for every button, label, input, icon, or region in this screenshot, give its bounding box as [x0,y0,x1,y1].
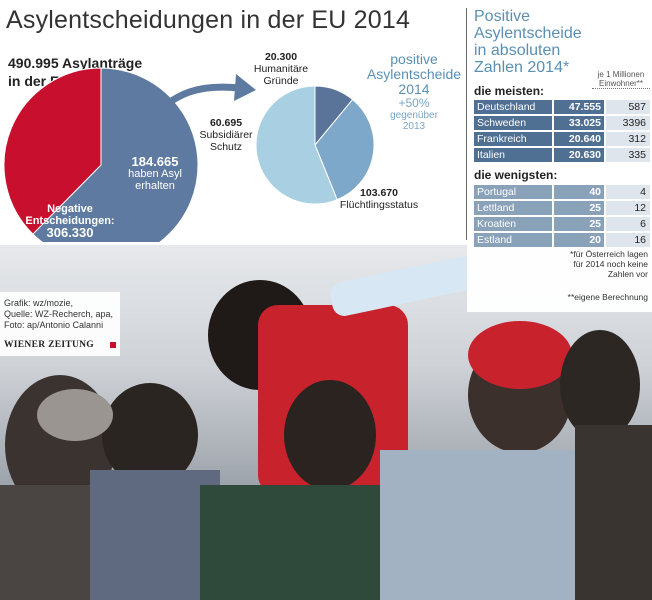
table-row: Estland 20 16 [474,233,650,247]
value-cell: 25 [554,201,604,215]
per-million-cell: 16 [606,233,650,247]
table-row: Lettland 25 12 [474,201,650,215]
country-cell: Deutschland [474,100,552,114]
per-million-header: je 1 Millionen Einwohner** [592,70,650,89]
country-cell: Kroatien [474,217,552,231]
credit-line-2: Quelle: WZ-Recherch, apa, [4,309,114,319]
refugee-value: 103.670 [360,187,398,199]
table-title: Positive Asylentscheide in absoluten Zah… [474,8,582,76]
asylum-granted-text-1: haben Asyl [128,168,182,180]
per-million-cell: 335 [606,148,650,162]
pie-slice-refugee [255,85,338,205]
footnote-1c: Zahlen vor [607,269,648,279]
value-cell: 40 [554,185,604,199]
arrow-head-icon [234,74,256,101]
per-million-header-1: je 1 Millionen [597,70,645,79]
subsidiary-label: 60.695 Subsidiärer Schutz [196,117,256,153]
divider [466,8,467,240]
pie-slice-subsidiary [314,98,375,201]
table-row: Italien 20.630 335 [474,148,650,162]
value-cell: 20 [554,233,604,247]
value-cell: 20.640 [554,132,604,146]
table-row: Schweden 33.025 3396 [474,116,650,130]
positive-note-pct: +50% [398,96,430,110]
per-million-cell: 3396 [606,116,650,130]
value-cell: 33.025 [554,116,604,130]
table-title-2: Asylentscheide [474,25,582,42]
country-cell: Schweden [474,116,552,130]
negative-text-2: Entscheidungen: [25,215,115,227]
subsidiary-value: 60.695 [209,117,243,129]
positive-note-line-5: 2013 [402,121,426,132]
footnote-2: **eigene Berechnung [567,292,648,302]
country-cell: Italien [474,148,552,162]
footnote-1b: für 2014 noch keine [573,259,648,269]
table-title-4: Zahlen 2014* [474,59,570,76]
country-cell: Frankreich [474,132,552,146]
asylum-granted-text-2: erhalten [135,180,175,192]
footnote-1a: *für Österreich lagen [570,249,648,259]
total-line-1: 490.995 Asylanträge [8,55,143,71]
positive-note-line-4: gegenüber [390,110,438,121]
section-least: die wenigsten: [474,168,558,182]
pie-slice-negative [3,67,102,235]
brand-square-icon [110,342,116,348]
refugee-label: 103.670 Flüchtlingsstatus [334,187,424,211]
per-million-cell: 4 [606,185,650,199]
connector-arrow [147,83,241,123]
subsidiary-text-1: Subsidiärer [199,129,253,141]
per-million-cell: 312 [606,132,650,146]
value-cell: 20.630 [554,148,604,162]
country-cell: Portugal [474,185,552,199]
country-cell: Lettland [474,201,552,215]
refugee-text: Flüchtlingsstatus [339,199,419,211]
humanitarian-label: 20.300 Humanitäre Gründe [244,51,318,87]
table-row: Frankreich 20.640 312 [474,132,650,146]
per-million-cell: 12 [606,201,650,215]
humanitarian-text-2: Gründe [263,75,299,87]
positive-note: positive Asylentscheide 2014 +50% gegenü… [362,51,466,133]
credits-box [0,292,120,356]
positive-note-line-1: positive [390,51,438,67]
table-row: Portugal 40 4 [474,185,650,199]
asylum-granted-value: 184.665 [131,154,179,169]
page-title: Asylentscheidungen in der EU 2014 [6,6,411,34]
positive-decisions-pie [255,85,375,205]
subsidiary-text-2: Schutz [209,141,243,153]
value-cell: 47.555 [554,100,604,114]
positive-note-line-2: Asylentscheide [366,66,462,82]
negative-value: 306.330 [46,225,94,240]
positive-note-line-3: 2014 [398,81,430,97]
credits: Grafik: wz/mozie, Quelle: WZ-Recherch, a… [4,298,113,331]
footnote-1: *für Österreich lagen für 2014 noch kein… [556,249,648,279]
humanitarian-text-1: Humanitäre [253,63,309,75]
table-row: Deutschland 47.555 587 [474,100,650,114]
per-million-cell: 587 [606,100,650,114]
humanitarian-value: 20.300 [264,51,298,63]
credit-line-1: Grafik: wz/mozie, [4,298,74,308]
value-cell: 25 [554,217,604,231]
negative-decisions-label: Negative Entscheidungen: 306.330 [20,203,120,239]
per-million-cell: 6 [606,217,650,231]
negative-text-1: Negative [47,203,93,215]
asylum-granted-label: 184.665 haben Asyl erhalten [110,154,200,192]
per-million-header-2: Einwohner** [592,79,650,89]
credit-line-3: Foto: ap/Antonio Calanni [4,320,104,330]
section-most: die meisten: [474,84,545,98]
pie-charts [3,67,375,242]
table-title-3: in absoluten [474,42,561,59]
table-row: Kroatien 25 6 [474,217,650,231]
country-cell: Estland [474,233,552,247]
table-title-1: Positive [474,8,531,25]
brand-logo: WIENER ZEITUNG [4,340,94,350]
